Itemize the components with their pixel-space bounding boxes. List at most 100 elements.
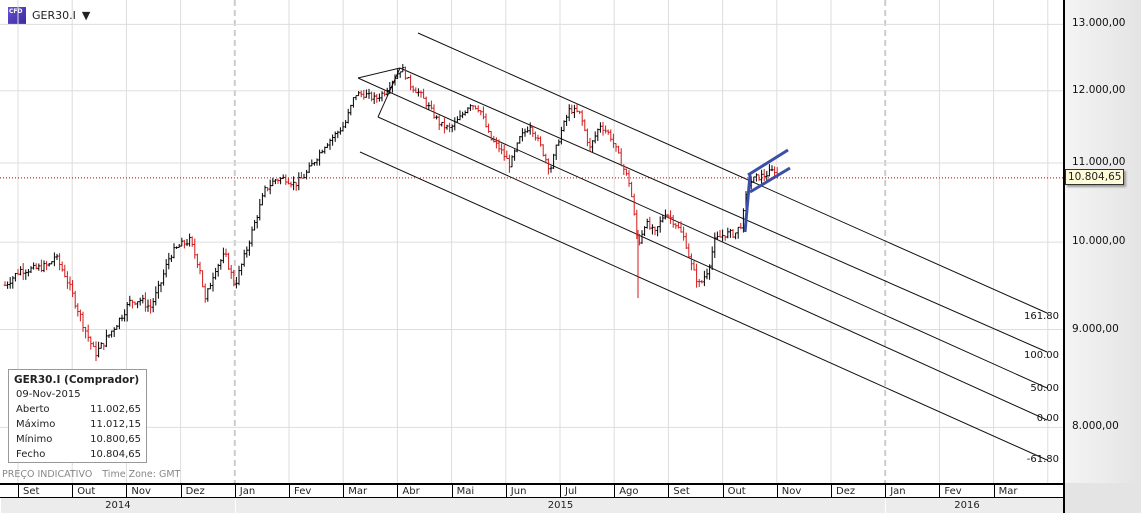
ohlc-bar [466, 107, 470, 114]
ohlc-bar [482, 106, 485, 120]
ohlc-bar [669, 210, 672, 224]
symbol-selector[interactable]: CFD GER30.I ▼ [8, 7, 90, 24]
ohlc-bar [591, 140, 594, 153]
ohlc-bar [253, 219, 256, 231]
ohlc-bar [240, 263, 243, 276]
pitchfork-line [357, 77, 1048, 389]
ohlc-bar [547, 158, 550, 175]
legend-row: Mínimo 10.800,65 [14, 434, 141, 449]
ohlc-bar [89, 336, 93, 350]
ohlc-bar [417, 88, 420, 97]
ohlc-bar [393, 74, 397, 86]
chevron-down-icon[interactable]: ▼ [81, 9, 91, 22]
ohlc-bar [463, 110, 467, 116]
ohlc-bar [544, 153, 548, 164]
month-label: Mai [451, 485, 506, 498]
ohlc-bar [736, 226, 740, 239]
ohlc-bar [419, 90, 423, 98]
ohlc-bar [214, 267, 217, 280]
ohlc-bar [692, 260, 696, 271]
ohlc-bar [770, 165, 774, 172]
ohlc-bar [518, 135, 522, 144]
month-label: Out [722, 485, 777, 498]
ohlc-bar [53, 252, 56, 267]
price-chart[interactable] [0, 0, 1063, 483]
ohlc-bar [560, 126, 563, 145]
ohlc-bar [346, 108, 350, 124]
ohlc-bar [8, 277, 12, 289]
ohlc-bar [495, 137, 498, 149]
ohlc-bar [573, 104, 576, 119]
ohlc-bar [133, 301, 137, 306]
ohlc-bar [521, 128, 524, 142]
ohlc-bar [370, 91, 373, 102]
ohlc-bar [128, 295, 132, 307]
ohlc-bar [219, 259, 223, 270]
price-tick-label: 8.000,00 [1072, 420, 1119, 433]
ohlc-bar [232, 269, 236, 287]
ohlc-bar [271, 177, 275, 187]
ohlc-bar [700, 280, 704, 284]
ohlc-bar [739, 222, 743, 230]
ohlc-bar [622, 164, 626, 176]
ohlc-bar [437, 115, 441, 131]
ohlc-bar [398, 71, 402, 78]
ohlc-bar [318, 149, 321, 166]
month-label: Nov [776, 485, 831, 498]
ohlc-bar [578, 110, 581, 115]
ohlc-bar [84, 326, 87, 339]
ohlc-bar [336, 130, 340, 139]
ohlc-bar [42, 260, 46, 273]
ohlc-bar [211, 272, 215, 292]
ohlc-bar [341, 121, 345, 132]
ohlc-bar [453, 117, 457, 131]
legend-title: GER30.I (Comprador) [14, 374, 140, 386]
price-axis[interactable] [1063, 0, 1141, 483]
ohlc-bar [599, 122, 602, 133]
ohlc-bar [76, 303, 80, 317]
ohlc-bar [71, 279, 74, 298]
ohlc-bar [697, 278, 701, 288]
month-label: Dez [180, 485, 235, 498]
ohlc-bar [596, 128, 600, 141]
ohlc-bar [448, 122, 451, 133]
ohlc-bar [703, 270, 706, 287]
month-label: Jan [234, 485, 289, 498]
ohlc-bar [391, 80, 394, 93]
ohlc-bar [445, 124, 449, 130]
ohlc-bar [136, 301, 139, 309]
ohlc-bar [411, 85, 415, 93]
month-label: Out [72, 485, 126, 498]
ohlc-bar [45, 260, 48, 271]
ohlc-bar [375, 93, 379, 103]
ohlc-bar [206, 288, 210, 302]
cfd-icon: CFD [8, 7, 26, 24]
legend-row: Máximo 11.012,15 [14, 419, 141, 434]
ohlc-bar [16, 268, 20, 276]
legend-row-label: Aberto [16, 404, 50, 415]
ohlc-bar [583, 119, 587, 132]
ohlc-bar [307, 162, 311, 174]
ohlc-bar [297, 172, 301, 191]
ohlc-bar [713, 232, 717, 258]
ohlc-bar [159, 282, 163, 293]
legend-date: 09-Nov-2015 [16, 389, 81, 400]
ohlc-bar [606, 129, 610, 135]
ohlc-bar [154, 286, 158, 306]
ohlc-bar [141, 294, 145, 304]
month-label: Abr [397, 485, 451, 498]
month-label: Set [668, 485, 722, 498]
ohlc-bar [112, 327, 116, 338]
ohlc-bar [661, 214, 665, 223]
price-tick-label: 11.000,00 [1072, 156, 1126, 168]
ohlc-bar [333, 131, 337, 142]
ohlc-bar [549, 165, 553, 173]
price-tick-label: 9.000,00 [1072, 322, 1119, 335]
ohlc-bar [284, 174, 288, 185]
ohlc-bar [359, 90, 363, 98]
ohlc-bar [687, 243, 691, 258]
ohlc-bar [450, 124, 454, 133]
symbol-label: GER30.I [32, 9, 76, 22]
ohlc-bar [201, 270, 204, 288]
ohlc-bar [170, 254, 173, 263]
